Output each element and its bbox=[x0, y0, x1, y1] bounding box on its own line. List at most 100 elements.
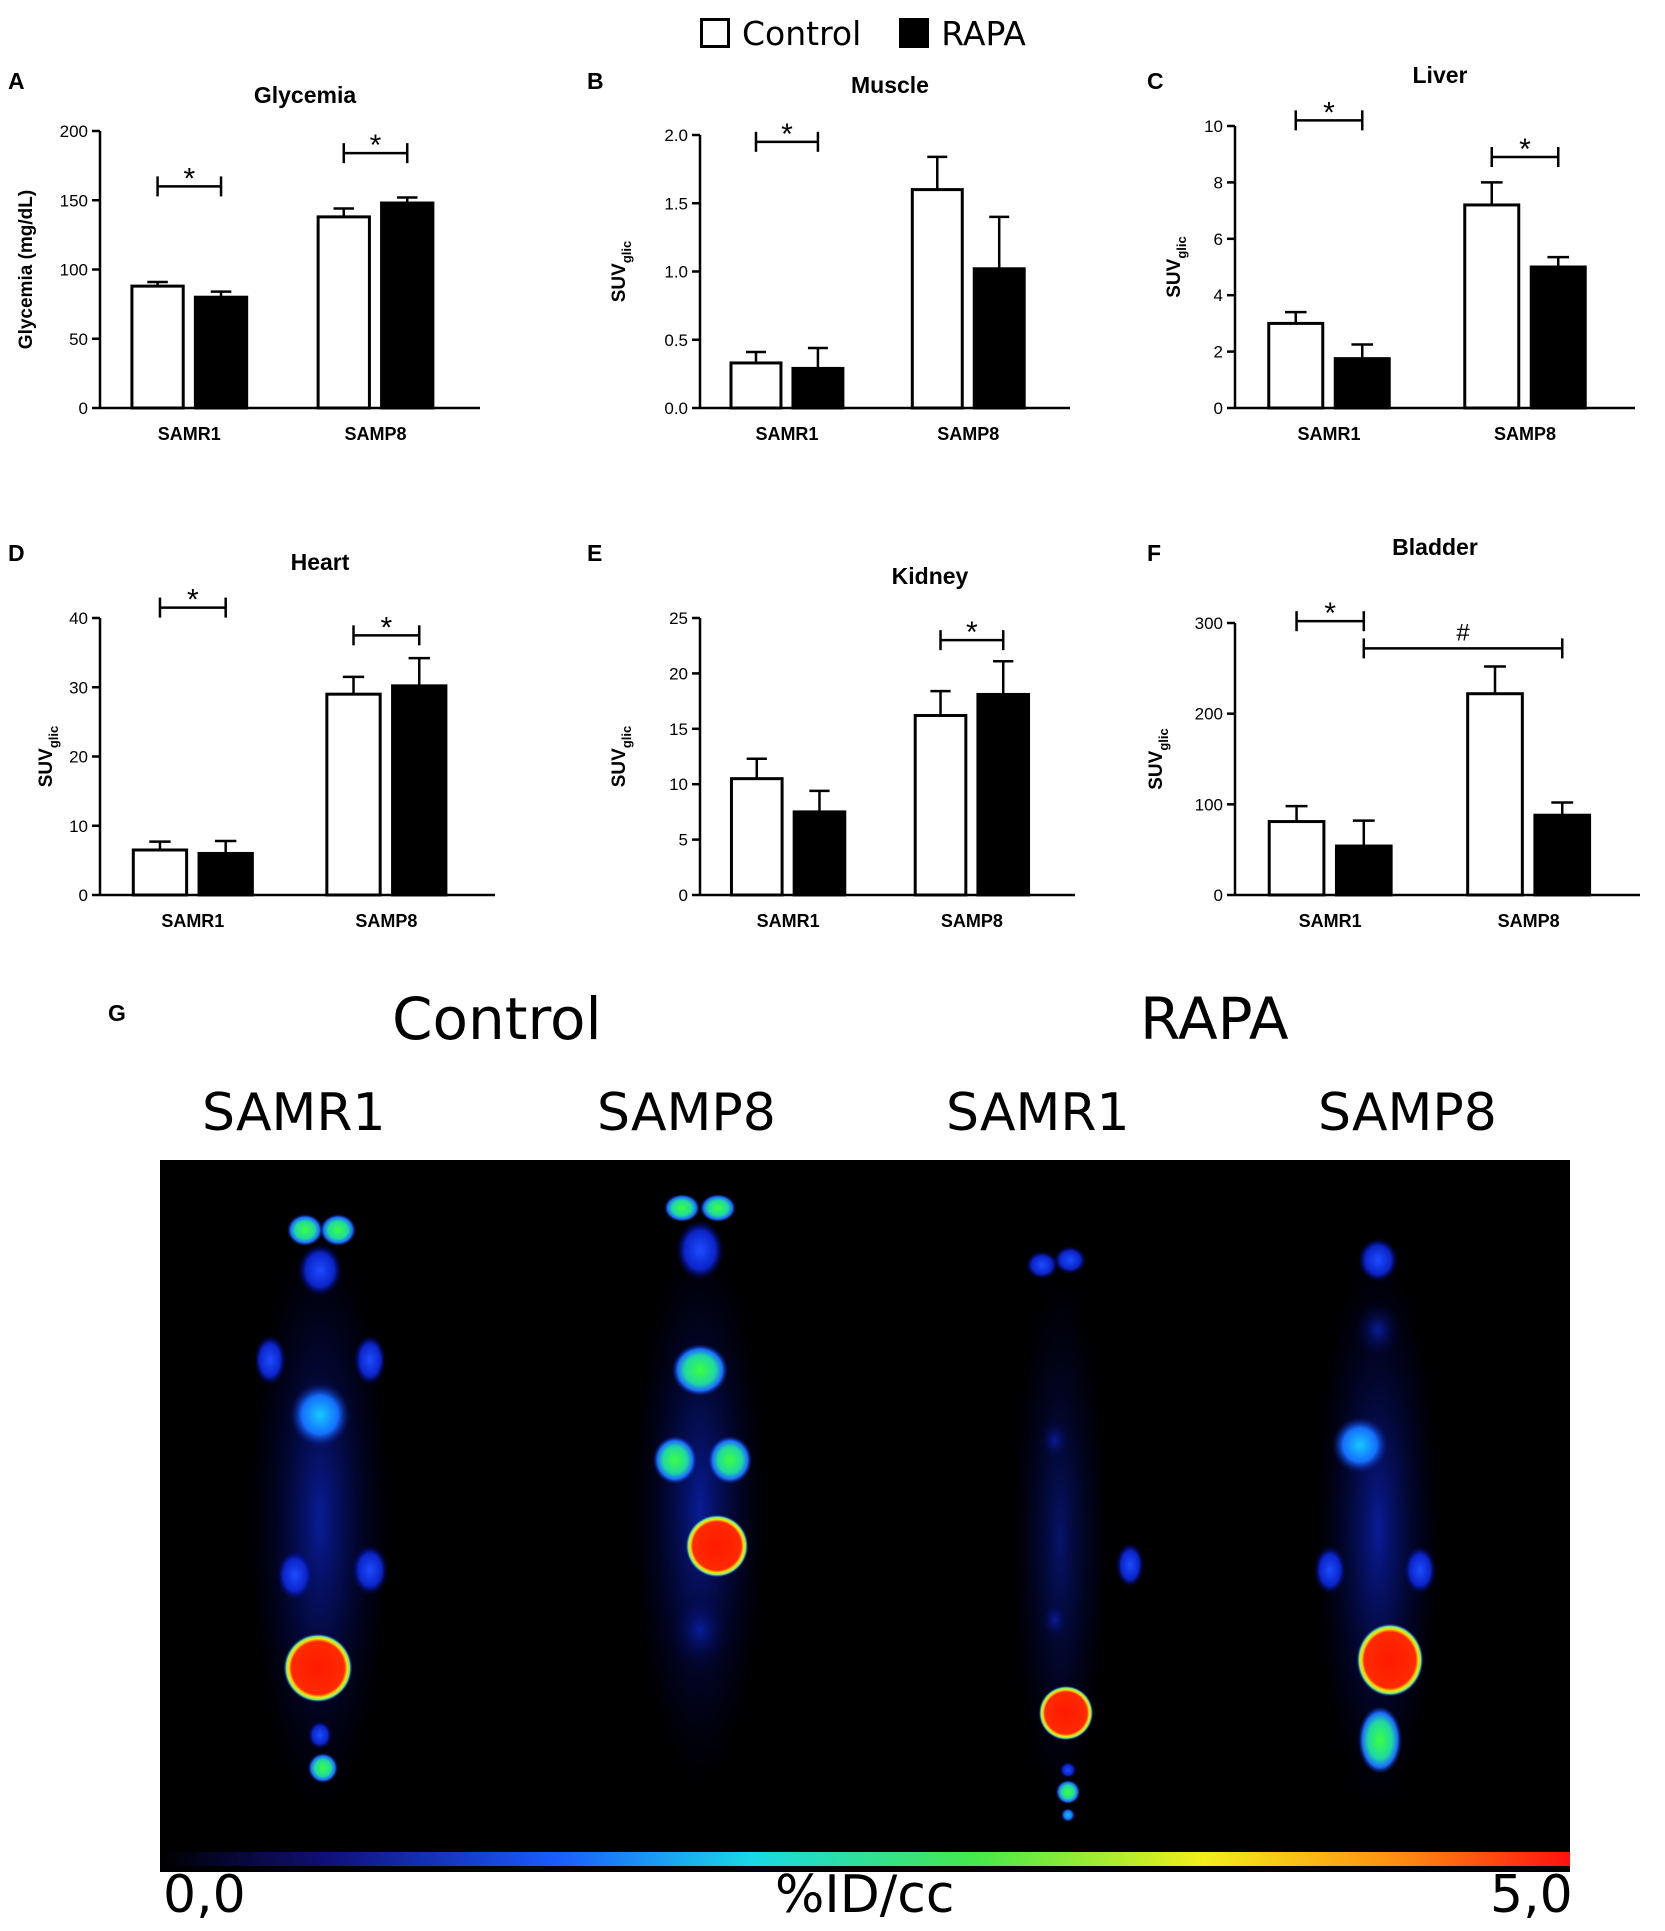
y-axis-label: SUVglic bbox=[1146, 728, 1171, 789]
y-tick-label: 0.0 bbox=[664, 399, 688, 418]
significance-marker: * bbox=[1519, 133, 1531, 166]
bar-control-samr1 bbox=[729, 361, 783, 410]
y-tick-label: 5 bbox=[679, 831, 688, 850]
significance-marker: * bbox=[381, 611, 393, 644]
significance-marker: * bbox=[370, 129, 382, 162]
colorbar-min-label: 0,0 bbox=[163, 1865, 246, 1925]
pet-mouse-rapa-samp8 bbox=[1314, 1238, 1442, 1820]
bar-control-samr1 bbox=[1267, 321, 1325, 410]
y-tick-label: 1.0 bbox=[664, 263, 688, 282]
significance-marker: * bbox=[183, 162, 195, 195]
panel-letter-a: A bbox=[8, 68, 25, 94]
bar-rapa-samp8 bbox=[972, 267, 1026, 410]
bar-rapa-samp8 bbox=[1533, 813, 1592, 897]
bar-rapa-samr1 bbox=[197, 851, 254, 897]
legend-item-control: Control bbox=[700, 14, 861, 53]
y-tick-label: 150 bbox=[60, 191, 88, 210]
bar-rapa-samp8 bbox=[1529, 265, 1587, 410]
chart-panel-b: Muscle SUVglic 0.0 0.5 1.0 1.5 2.0 SAMR1 SAMP8 * bbox=[609, 72, 1070, 444]
x-category-label: SAMP8 bbox=[937, 424, 999, 444]
legend-swatch-control bbox=[700, 18, 730, 48]
legend: Control RAPA bbox=[700, 8, 1026, 58]
legend-label-rapa: RAPA bbox=[941, 13, 1026, 53]
x-category-label: SAMP8 bbox=[1494, 424, 1556, 444]
y-tick-label: 40 bbox=[69, 609, 88, 628]
significance-marker: * bbox=[781, 118, 793, 151]
legend-swatch-rapa bbox=[899, 18, 930, 48]
y-tick-label: 6 bbox=[1214, 230, 1223, 249]
x-category-label: SAMR1 bbox=[158, 424, 221, 444]
pet-column-label-3: SAMR1 bbox=[946, 1083, 1130, 1143]
chart-title: Heart bbox=[291, 549, 350, 575]
bar-control-samr1 bbox=[130, 284, 185, 410]
legend-label-control: Control bbox=[742, 13, 862, 53]
y-tick-label: 200 bbox=[60, 122, 88, 141]
bar-rapa-samp8 bbox=[380, 201, 435, 410]
panel-letter-f: F bbox=[1147, 540, 1162, 566]
y-tick-label: 100 bbox=[60, 261, 88, 280]
y-tick-label: 20 bbox=[669, 664, 688, 683]
pet-colorbar bbox=[160, 1852, 1570, 1866]
chart-title: Kidney bbox=[892, 563, 969, 589]
bar-control-samp8 bbox=[913, 714, 968, 897]
pet-mouse-control-samr1 bbox=[248, 1214, 392, 1820]
panel-letter-d: D bbox=[8, 540, 25, 566]
pet-image bbox=[160, 1160, 1570, 1872]
y-tick-label: 0 bbox=[1214, 399, 1223, 418]
pet-mouse-rapa-samr1 bbox=[1010, 1246, 1144, 1822]
x-category-label: SAMR1 bbox=[757, 911, 820, 931]
pet-mouse-control-samp8 bbox=[632, 1194, 768, 1790]
colorbar-unit-label: %ID/cc bbox=[775, 1865, 955, 1925]
significance-marker: * bbox=[1323, 96, 1335, 129]
y-tick-label: 0 bbox=[1214, 886, 1223, 905]
y-axis-label: SUVglic bbox=[609, 726, 634, 787]
bar-rapa-samr1 bbox=[1334, 844, 1393, 897]
y-tick-label: 300 bbox=[1195, 614, 1223, 633]
bar-rapa-samr1 bbox=[1333, 357, 1391, 410]
legend-item-rapa: RAPA bbox=[899, 14, 1026, 53]
y-tick-label: 2.0 bbox=[664, 126, 688, 145]
pet-column-label-4: SAMP8 bbox=[1318, 1083, 1497, 1143]
y-tick-label: 0 bbox=[79, 399, 88, 418]
pet-column-label-2: SAMP8 bbox=[597, 1083, 776, 1143]
y-tick-label: 10 bbox=[1204, 117, 1223, 136]
y-tick-label: 25 bbox=[669, 609, 688, 628]
y-tick-label: 10 bbox=[69, 817, 88, 836]
panel-letter-e: E bbox=[587, 540, 603, 566]
y-tick-label: 0.5 bbox=[664, 331, 688, 350]
y-tick-label: 8 bbox=[1214, 173, 1223, 192]
bar-control-samr1 bbox=[1267, 820, 1326, 897]
bar-rapa-samr1 bbox=[792, 810, 847, 897]
bar-control-samr1 bbox=[131, 848, 189, 897]
chart-panel-f: Bladder SUVglic 0 100 200 300 SAMR1 SAMP8 * # bbox=[1146, 534, 1640, 931]
y-tick-label: 15 bbox=[669, 720, 688, 739]
pet-group-label-control: Control bbox=[392, 985, 602, 1053]
x-category-label: SAMR1 bbox=[161, 911, 224, 931]
bar-control-samp8 bbox=[325, 692, 382, 897]
pet-group-label-rapa: RAPA bbox=[1140, 985, 1289, 1053]
chart-panel-d: Heart SUVglic 0 10 20 30 40 SAMR1 SAMP8 * * bbox=[36, 549, 495, 931]
y-tick-label: 4 bbox=[1214, 286, 1223, 305]
significance-marker: * bbox=[966, 616, 978, 649]
colorbar-max-label: 5,0 bbox=[1490, 1865, 1573, 1925]
bar-rapa-samp8 bbox=[391, 684, 448, 897]
bar-control-samp8 bbox=[910, 188, 964, 410]
y-tick-label: 0 bbox=[79, 886, 88, 905]
significance-marker: * bbox=[1324, 597, 1336, 630]
chart-panel-e: Kidney SUVglic 0 5 10 15 20 25 SAMR1 SAMP8 * bbox=[609, 563, 1075, 931]
chart-title: Muscle bbox=[851, 72, 929, 98]
y-tick-label: 30 bbox=[69, 678, 88, 697]
y-axis-label: SUVglic bbox=[609, 241, 634, 302]
y-tick-label: 2 bbox=[1214, 343, 1223, 362]
chart-panel-c: Liver SUVglic 0 2 4 6 8 10 SAMR1 SAMP8 * * bbox=[1164, 62, 1635, 444]
y-tick-label: 0 bbox=[679, 886, 688, 905]
x-category-label: SAMP8 bbox=[344, 424, 406, 444]
pet-column-label-1: SAMR1 bbox=[202, 1083, 386, 1143]
y-tick-label: 1.5 bbox=[664, 194, 688, 213]
panel-letter-g: G bbox=[108, 1000, 126, 1026]
chart-title: Glycemia bbox=[254, 82, 356, 108]
significance-marker: * bbox=[187, 584, 199, 617]
bar-rapa-samr1 bbox=[791, 366, 845, 410]
x-category-label: SAMP8 bbox=[355, 911, 417, 931]
